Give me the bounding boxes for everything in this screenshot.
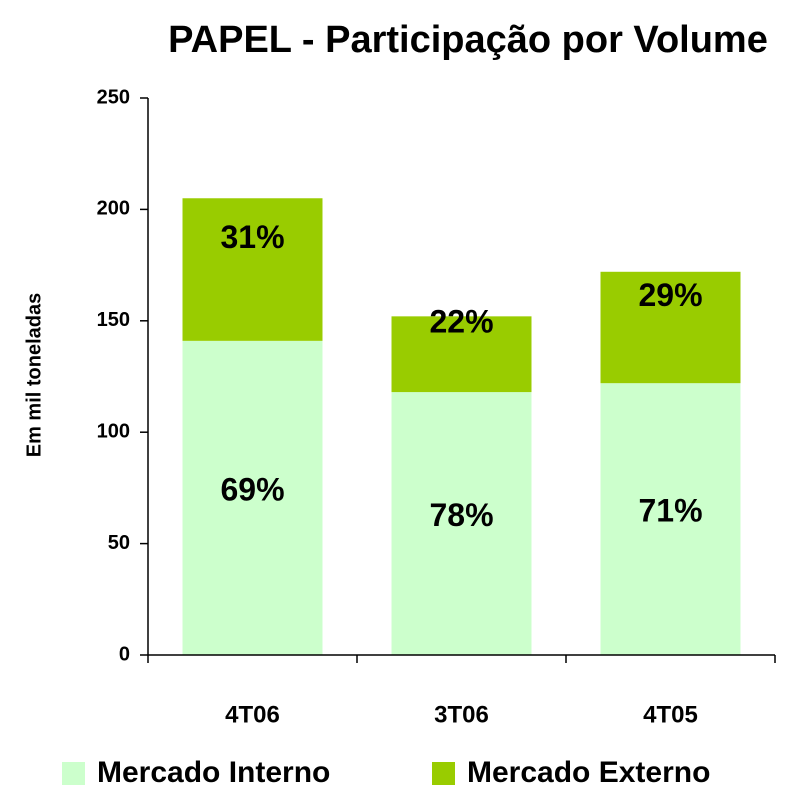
legend-swatch [432, 762, 455, 785]
data-label: 31% [220, 219, 284, 255]
data-label: 29% [638, 277, 702, 313]
legend-swatch [62, 762, 85, 785]
legend-label: Mercado Interno [97, 756, 330, 787]
bar-segment [391, 392, 532, 655]
data-label: 22% [429, 304, 493, 340]
bar-segment [182, 198, 323, 341]
chart-title: PAPEL - Participação por Volume [168, 19, 768, 61]
y-axis-label: Em mil toneladas [23, 293, 45, 458]
data-label: 78% [429, 497, 493, 533]
x-tick-label: 3T06 [434, 701, 489, 728]
data-label: 71% [638, 493, 702, 529]
bar-segment [600, 383, 741, 655]
x-tick-label: 4T06 [225, 701, 280, 728]
legend-label: Mercado Externo [467, 756, 710, 787]
y-tick-label: 0 [119, 643, 130, 665]
bar-segment [600, 271, 741, 384]
data-label: 69% [220, 471, 284, 507]
y-tick-label: 50 [108, 532, 130, 554]
bar-segment [182, 340, 323, 655]
y-tick-label: 200 [97, 198, 130, 220]
y-tick-label: 150 [97, 309, 130, 331]
x-tick-label: 4T05 [643, 701, 698, 728]
y-tick-label: 100 [97, 420, 130, 442]
bar-segment [391, 316, 532, 393]
y-tick-label: 250 [97, 86, 130, 108]
